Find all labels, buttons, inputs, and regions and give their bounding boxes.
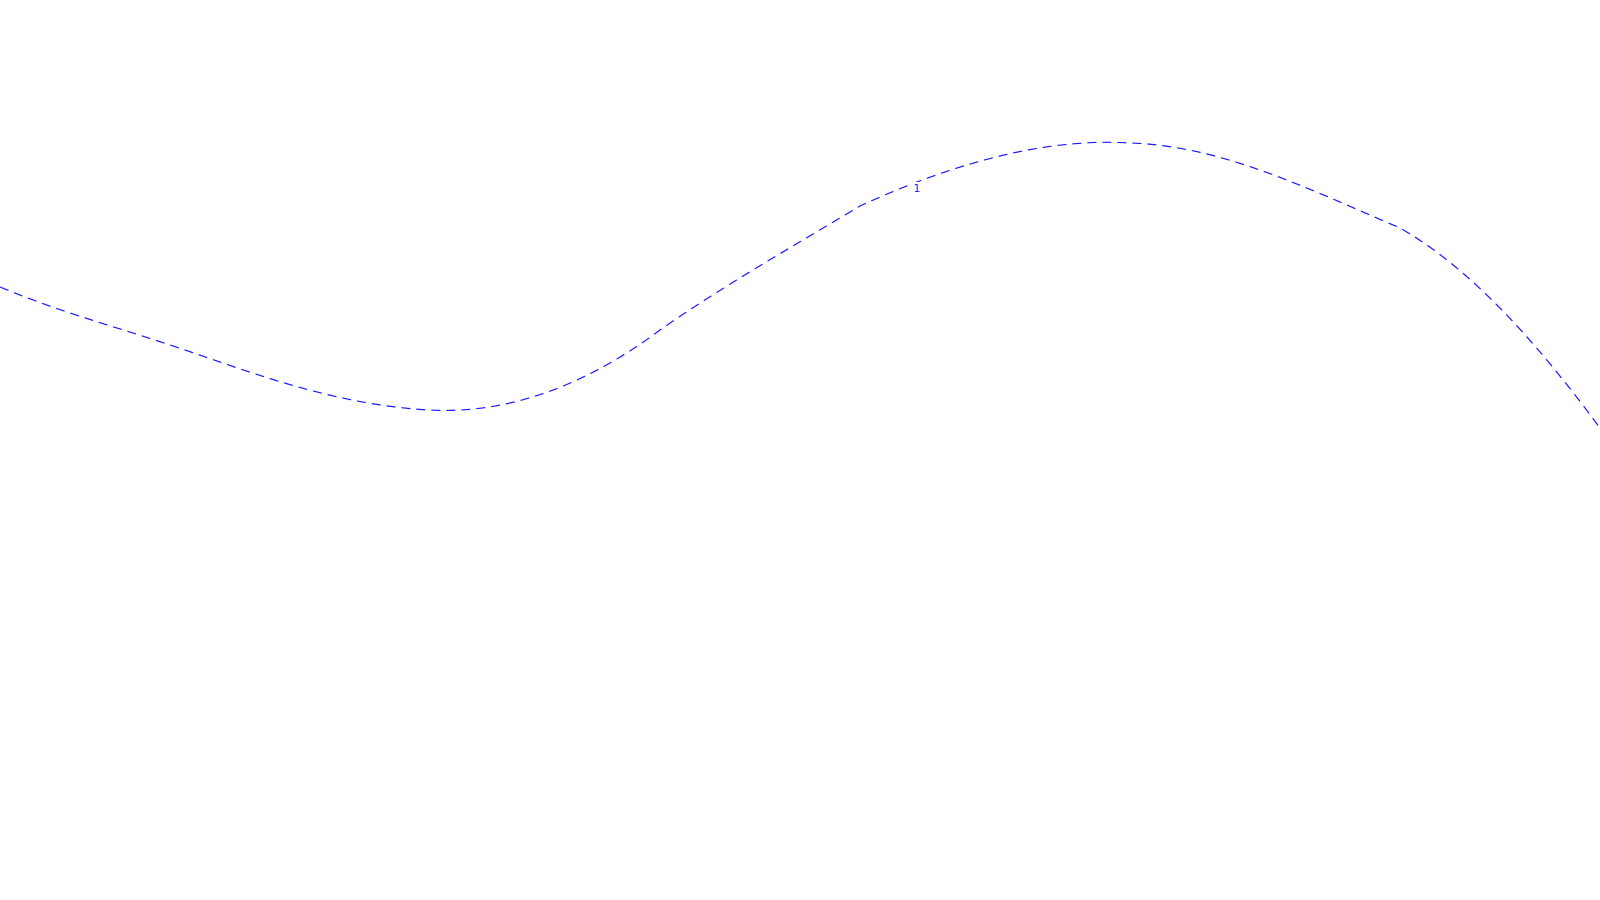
dashed-contour-line [0,141,1600,429]
contour-label-halo [910,182,924,195]
contour-label: 1 [914,182,921,195]
